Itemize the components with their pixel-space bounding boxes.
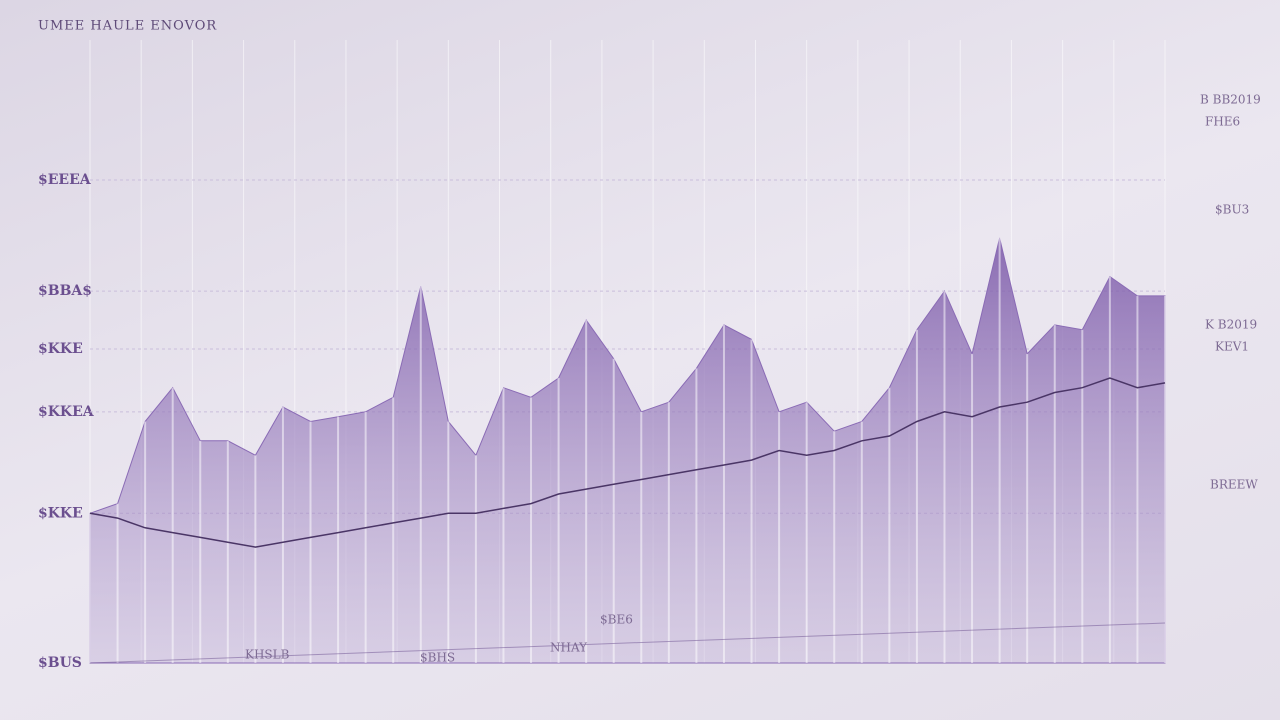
y-tick-label: $BUS	[38, 655, 82, 671]
x-axis	[89, 622, 1166, 664]
chart-title: UMEE HAULE ENOVOR	[38, 19, 217, 34]
annotation: NHAY	[550, 641, 588, 655]
line	[89, 377, 1166, 548]
annotation: $BHS	[420, 651, 455, 665]
annotation: $BU3	[1215, 203, 1249, 217]
area	[89, 237, 1166, 664]
annotation: KEV1	[1215, 340, 1249, 354]
annotation: B BB2019	[1200, 93, 1261, 107]
y-tick-label: $KKE	[38, 505, 83, 521]
y-tick-label: $EEEA	[38, 172, 92, 188]
y-tick-label: $BBA$	[38, 283, 92, 299]
y-tick-label: $KKE	[38, 341, 83, 357]
annotation: $BE6	[600, 613, 633, 627]
annotation: K B2019	[1205, 318, 1257, 332]
annotation: FHE6	[1205, 115, 1240, 129]
annotation: KHSLB	[245, 648, 290, 662]
annotation: BREEW	[1210, 478, 1258, 492]
y-tick-label: $KKEA	[38, 404, 95, 420]
